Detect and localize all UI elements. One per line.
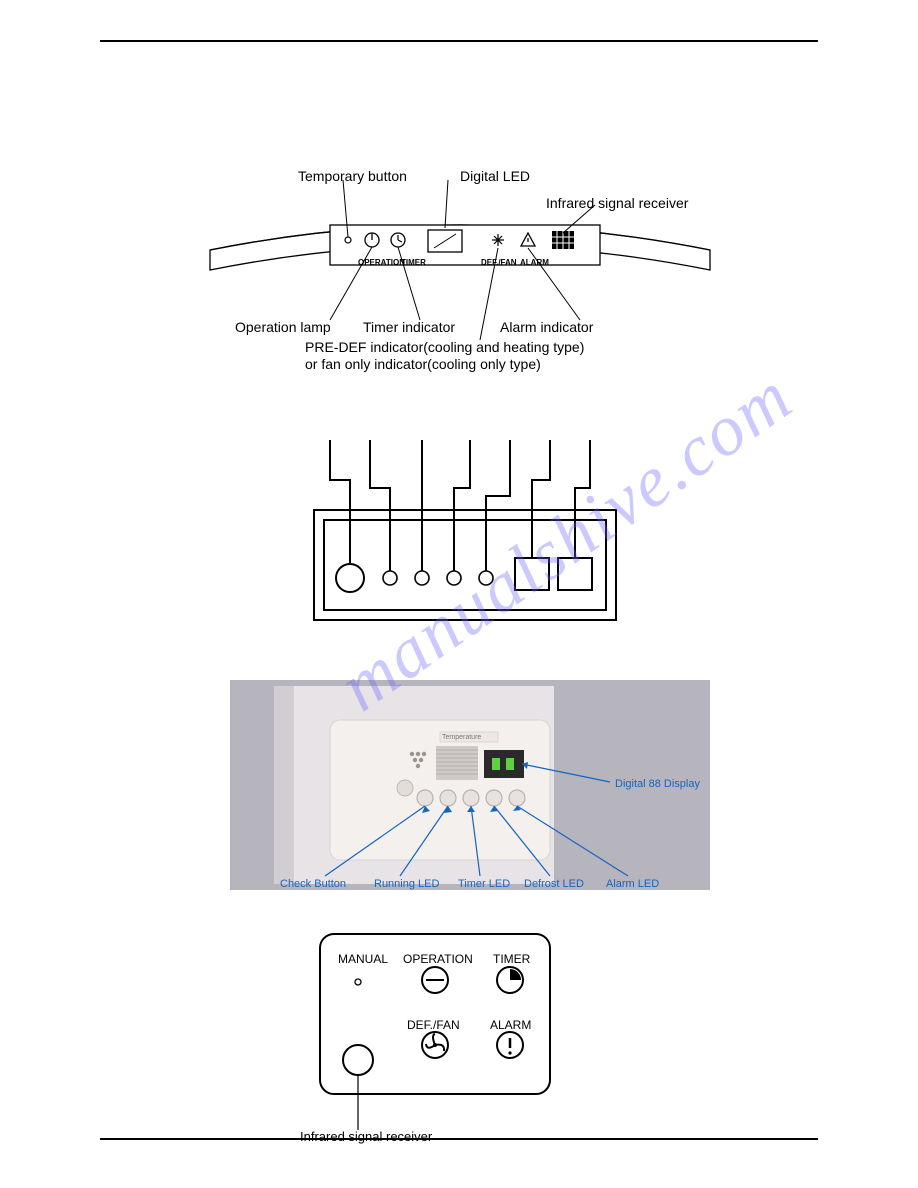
photo-temperature-label: Temperature <box>442 734 481 741</box>
d1-predef-line2: or fan only indicator(cooling only type) <box>305 356 541 372</box>
top-rule <box>100 40 818 42</box>
d1-panel-operation: OPERATION <box>358 258 405 267</box>
d3-infrared-label: Infrared signal receiver <box>300 1129 432 1144</box>
d1-panel-timer: TIMER <box>401 258 426 267</box>
d3-timer-label: TIMER <box>493 952 530 966</box>
d3-manual-label: MANUAL <box>338 952 388 966</box>
d1-timer-indicator-label: Timer indicator <box>363 319 455 335</box>
d3-operation-label: OPERATION <box>403 952 473 966</box>
d1-predef-line1: PRE-DEF indicator(cooling and heating ty… <box>305 339 584 355</box>
photo-timer-led-label: Timer LED <box>458 878 510 890</box>
photo-digital88-label: Digital 88 Display <box>615 778 700 790</box>
d1-infrared-label: Infrared signal receiver <box>546 195 688 211</box>
d3-deffan-label: DEF./FAN <box>407 1018 460 1032</box>
photo-defrost-led-label: Defrost LED <box>524 878 584 890</box>
photo-alarm-led-label: Alarm LED <box>606 878 659 890</box>
d1-temp-button-label: Temporary button <box>298 168 407 184</box>
d3-alarm-label: ALARM <box>490 1018 531 1032</box>
d1-panel-alarm: ALARM <box>520 258 549 267</box>
d1-panel-deffan: DEF./FAN <box>481 258 517 267</box>
photo-check-button-label: Check Button <box>280 878 346 890</box>
d1-digital-led-label: Digital LED <box>460 168 530 184</box>
diagram2-svg <box>310 440 620 640</box>
photo-running-led-label: Running LED <box>374 878 439 890</box>
d1-operation-lamp-label: Operation lamp <box>235 319 331 335</box>
d1-alarm-indicator-label: Alarm indicator <box>500 319 593 335</box>
